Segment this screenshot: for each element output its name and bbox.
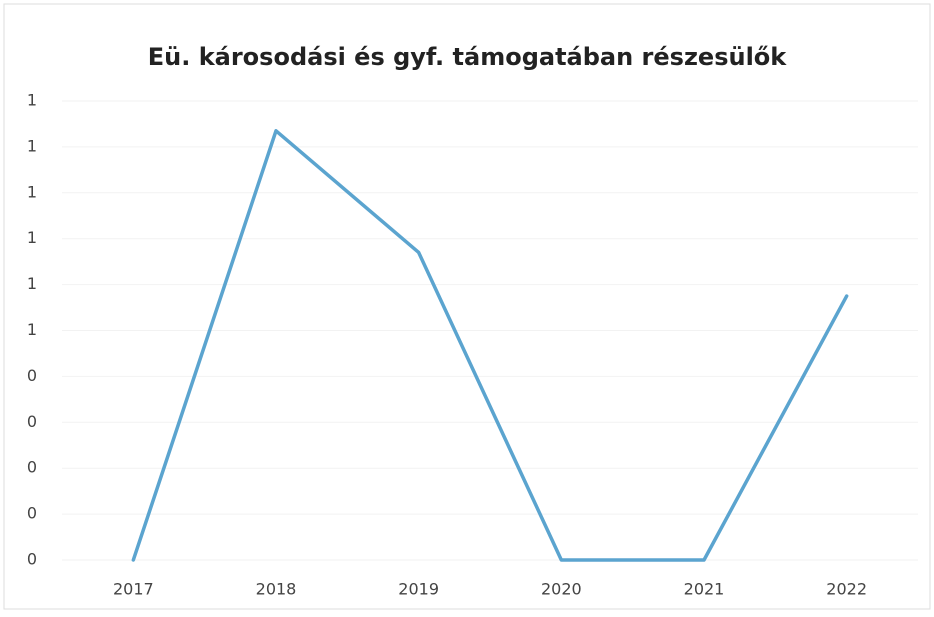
y-tick-label: 1 — [27, 274, 37, 293]
x-tick-label: 2018 — [256, 580, 297, 599]
y-tick-label: 0 — [27, 412, 37, 431]
chart-border — [3, 3, 931, 610]
y-tick-label: 1 — [27, 320, 37, 339]
y-tick-label: 0 — [27, 504, 37, 523]
y-tick-label: 1 — [27, 136, 37, 155]
chart-title: Eü. károsodási és gyf. támogatában része… — [148, 43, 788, 71]
y-tick-label: 0 — [27, 458, 37, 477]
y-tick-label: 1 — [27, 182, 37, 201]
y-tick-label: 1 — [27, 91, 37, 110]
x-tick-label: 2020 — [541, 580, 582, 599]
x-tick-label: 2022 — [826, 580, 867, 599]
y-tick-label: 0 — [27, 366, 37, 385]
x-tick-label: 2019 — [398, 580, 439, 599]
x-tick-label: 2021 — [684, 580, 725, 599]
x-tick-label: 2017 — [113, 580, 154, 599]
y-tick-label: 0 — [27, 550, 37, 569]
line-series — [131, 129, 849, 562]
y-tick-label: 1 — [27, 228, 37, 247]
